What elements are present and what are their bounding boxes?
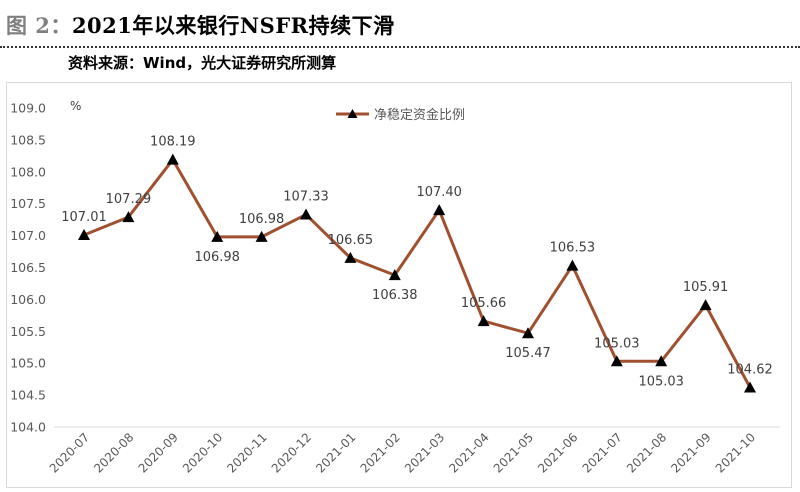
data-point-marker xyxy=(655,355,668,367)
data-label: 105.66 xyxy=(461,296,507,311)
x-tick-label: 2020-11 xyxy=(224,430,269,475)
x-tick-label: 2021-05 xyxy=(491,430,536,475)
x-tick-label: 2020-12 xyxy=(269,430,314,475)
data-label: 105.03 xyxy=(594,336,640,351)
x-tick-label: 2021-01 xyxy=(313,430,358,475)
data-label: 104.62 xyxy=(727,362,773,377)
data-point-marker xyxy=(433,204,446,216)
data-point-marker xyxy=(566,259,579,271)
data-label: 106.65 xyxy=(328,233,374,248)
y-tick-label: 104.5 xyxy=(10,388,46,403)
source-note: 资料来源：Wind，光大证券研究所测算 xyxy=(68,54,337,72)
data-label: 106.98 xyxy=(194,250,240,265)
data-point-marker xyxy=(300,208,312,220)
legend-label: 净稳定资金比例 xyxy=(374,107,465,123)
x-tick-label: 2021-08 xyxy=(624,430,669,475)
x-tick-label: 2020-07 xyxy=(47,430,92,475)
x-tick-label: 2021-10 xyxy=(713,430,758,475)
x-tick-label: 2020-09 xyxy=(136,430,181,475)
y-tick-label: 109.0 xyxy=(10,101,46,116)
x-tick-label: 2021-06 xyxy=(535,430,580,475)
y-tick-label: 106.0 xyxy=(10,292,46,307)
x-tick-label: 2021-03 xyxy=(402,430,447,475)
x-tick-label: 2021-04 xyxy=(446,430,491,475)
data-point-marker xyxy=(78,228,90,240)
data-point-marker xyxy=(122,211,135,223)
data-point-marker xyxy=(522,327,534,339)
y-tick-label: 105.5 xyxy=(10,324,46,339)
data-label: 107.40 xyxy=(416,185,462,200)
data-point-marker xyxy=(166,153,179,165)
data-label: 107.33 xyxy=(283,190,329,205)
y-tick-label: 105.0 xyxy=(10,356,46,371)
figure-title-text: 2021年以来银行NSFR持续下滑 xyxy=(71,13,395,38)
data-label: 107.29 xyxy=(106,192,152,207)
data-point-marker xyxy=(211,230,224,242)
data-point-marker xyxy=(255,230,268,242)
data-label: 105.47 xyxy=(505,346,551,361)
y-tick-label: 107.5 xyxy=(10,196,46,211)
data-label: 108.19 xyxy=(150,135,196,150)
data-point-marker xyxy=(699,299,712,311)
data-label: 105.91 xyxy=(683,280,729,295)
data-label: 106.38 xyxy=(372,288,418,303)
y-tick-label: 104.0 xyxy=(10,420,46,435)
data-point-marker xyxy=(610,355,623,367)
data-point-marker xyxy=(388,269,401,281)
y-tick-label: 108.0 xyxy=(10,164,46,179)
y-tick-label: 108.5 xyxy=(10,132,46,147)
figure-label: 图 2： xyxy=(6,13,72,38)
legend-marker-swatch xyxy=(347,109,358,118)
data-label: 106.53 xyxy=(550,241,596,256)
data-label: 107.01 xyxy=(61,210,107,225)
figure-header: 图 2：2021年以来银行NSFR持续下滑 资料来源：Wind，光大证券研究所测… xyxy=(0,0,800,82)
data-point-marker xyxy=(344,251,357,263)
y-axis: 104.0 104.5 105.0 105.5 106.0 106.5 107.0 107.5… xyxy=(10,101,46,435)
x-tick-label: 2020-10 xyxy=(180,430,225,475)
x-axis: 2020-07 2020-08 2020-09 2020-10 2020-11 2020-… xyxy=(47,426,780,476)
data-label: 106.98 xyxy=(239,212,285,227)
x-tick-label: 2021-02 xyxy=(358,430,403,475)
x-tick-label: 2021-09 xyxy=(668,430,713,475)
chart-frame xyxy=(6,82,792,488)
plot-area: 107.01 107.29 108.19 106.98 106.98 107.33 106.… xyxy=(61,135,773,393)
figure-title: 图 2：2021年以来银行NSFR持续下滑 xyxy=(6,10,395,40)
x-tick-label: 2021-07 xyxy=(580,430,625,475)
x-tick-label: 2020-08 xyxy=(91,430,136,475)
y-tick-label: 107.0 xyxy=(10,228,46,243)
title-divider xyxy=(0,46,800,48)
legend: 净稳定资金比例 xyxy=(336,107,465,123)
data-point-marker xyxy=(477,315,490,327)
series-line xyxy=(82,158,752,389)
y-unit-label: % xyxy=(70,99,81,113)
data-label: 105.03 xyxy=(638,374,684,389)
y-tick-label: 106.5 xyxy=(10,260,46,275)
data-point-marker xyxy=(744,381,756,393)
